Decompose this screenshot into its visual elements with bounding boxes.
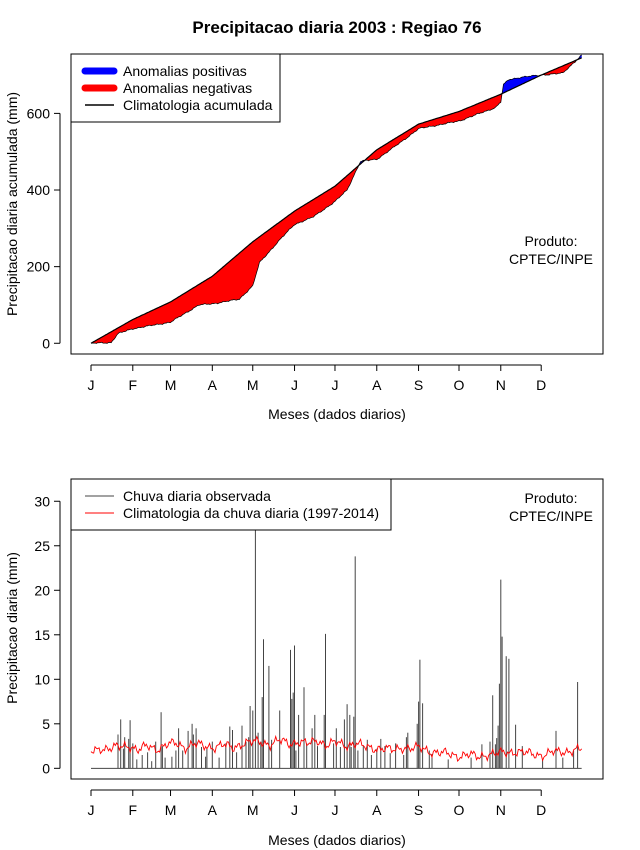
x-tick-label: J [88, 377, 95, 393]
series-line-layer [90, 54, 582, 344]
axes: 0 200 400 600 J F M A M J J A S O N D [27, 105, 547, 393]
legend-label-climatology: Climatologia acumulada [123, 97, 273, 113]
x-tick-label: A [208, 802, 218, 818]
climatology-cumulative-line [90, 57, 582, 344]
x-tick-label: M [165, 377, 177, 393]
y-tick-label: 600 [27, 105, 51, 121]
x-tick-label: M [247, 802, 259, 818]
x-tick-label: A [372, 377, 382, 393]
daily-chart: 0 5 10 15 20 25 30 J F M A M J J A S O N D Meses (dados di… [4, 478, 604, 848]
axes-2: 0 5 10 15 20 25 30 J F M A M J J A S O N D [34, 493, 546, 818]
x-tick-label: J [88, 802, 95, 818]
y-tick-label: 400 [27, 182, 51, 198]
legend-box-2 [70, 478, 392, 531]
y-axis-label: Precipitacao diaria acumulada (mm) [4, 92, 20, 316]
x-tick-label: A [208, 377, 218, 393]
legend-label-observed: Chuva diaria observada [123, 488, 271, 504]
x-tick-label: J [291, 802, 298, 818]
observed-cumulative-line [90, 54, 582, 344]
y-tick-label: 5 [42, 716, 50, 732]
climatology-daily-line [90, 734, 583, 763]
legend-label-climatology-daily: Climatologia da chuva diaria (1997-2014) [123, 505, 379, 521]
x-axis-label-2: Meses (dados diarios) [268, 832, 406, 848]
x-tick-label: N [496, 802, 506, 818]
legend-label-positive: Anomalias positivas [123, 63, 247, 79]
x-tick-label: F [129, 377, 138, 393]
x-tick-label: D [536, 377, 546, 393]
cumulative-chart: 0 200 400 600 J F M A M J J A S O N D Meses (dados diar… [4, 53, 604, 422]
x-tick-label: F [129, 802, 138, 818]
x-tick-label: J [331, 802, 338, 818]
climatology-line-layer [90, 734, 583, 763]
x-tick-label: O [454, 802, 465, 818]
x-tick-label: J [291, 377, 298, 393]
x-tick-label: S [414, 377, 423, 393]
legend-2: Chuva diaria observada Climatologia da c… [70, 478, 392, 531]
figure-title: Precipitacao diaria 2003 : Regiao 76 [192, 18, 481, 37]
product-label: Produto: [525, 233, 578, 249]
product-source-2: CPTEC/INPE [509, 508, 593, 524]
product-source: CPTEC/INPE [509, 251, 593, 267]
x-axis-label: Meses (dados diarios) [268, 406, 406, 422]
x-tick-label: M [247, 377, 259, 393]
x-tick-label: S [414, 802, 423, 818]
x-tick-label: J [331, 377, 338, 393]
observed-bars-layer [91, 528, 582, 769]
x-tick-label: N [496, 377, 506, 393]
legend-label-negative: Anomalias negativas [123, 80, 252, 96]
y-tick-label: 0 [42, 335, 50, 351]
product-label-2: Produto: [525, 490, 578, 506]
x-tick-label: A [372, 802, 382, 818]
x-tick-label: O [454, 377, 465, 393]
plot-frame [70, 53, 604, 355]
y-tick-label: 25 [34, 538, 50, 554]
y-axis-label-2: Precipitacao diaria (mm) [4, 552, 20, 704]
x-tick-label: M [165, 802, 177, 818]
y-tick-label: 20 [34, 582, 50, 598]
legend: Anomalias positivas Anomalias negativas … [70, 53, 281, 123]
y-tick-label: 15 [34, 627, 50, 643]
y-tick-label: 0 [42, 760, 50, 776]
y-tick-label: 10 [34, 671, 50, 687]
y-tick-label: 30 [34, 493, 50, 509]
y-tick-label: 200 [27, 259, 51, 275]
negative-anomaly-area [364, 93, 503, 161]
x-tick-label: D [536, 802, 546, 818]
